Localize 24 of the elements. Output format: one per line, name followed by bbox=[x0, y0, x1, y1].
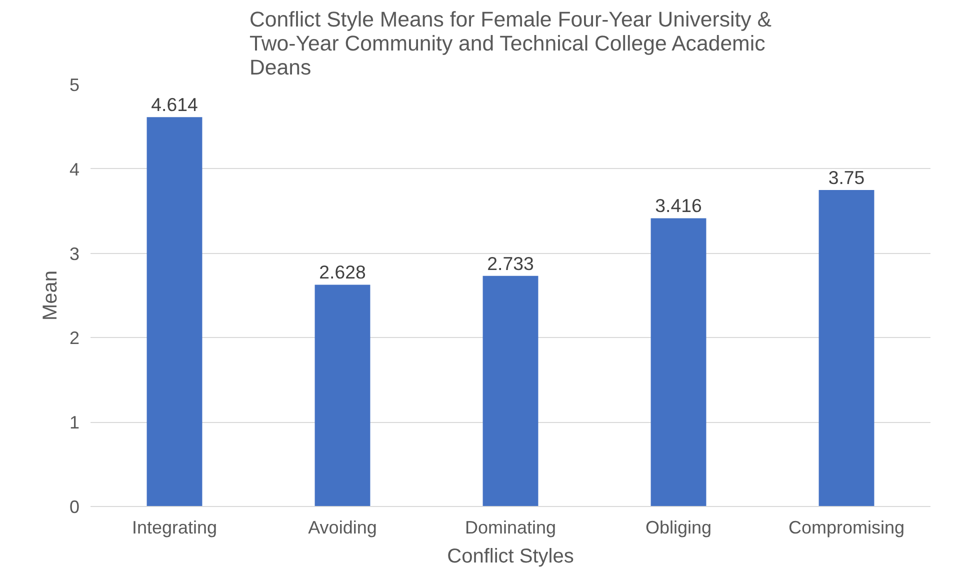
bar bbox=[314, 284, 370, 506]
chart-title: Conflict Style Means for Female Four-Year University & Two-Year Community and Technical College Academic Deans bbox=[250, 8, 772, 80]
data-label: 3.75 bbox=[828, 167, 865, 188]
data-label: 3.416 bbox=[655, 195, 702, 216]
data-label: 2.733 bbox=[487, 252, 534, 274]
x-tick-label: Obliging bbox=[645, 518, 712, 538]
y-tick-label: 4 bbox=[69, 159, 80, 180]
y-tick-label: 0 bbox=[69, 497, 80, 517]
x-tick-label: Compromising bbox=[788, 518, 905, 538]
bar bbox=[482, 276, 538, 506]
bar bbox=[146, 117, 202, 506]
y-tick-label: 2 bbox=[69, 328, 80, 348]
bar bbox=[650, 218, 706, 506]
x-tick-label: Integrating bbox=[132, 518, 218, 538]
bar bbox=[818, 190, 874, 506]
data-label: 2.628 bbox=[319, 262, 366, 283]
y-tick-label: 3 bbox=[69, 244, 80, 264]
y-tick-label: 5 bbox=[69, 75, 80, 95]
y-tick-label: 1 bbox=[69, 412, 80, 433]
x-tick-label: Avoiding bbox=[308, 518, 377, 538]
x-tick-label: Dominating bbox=[464, 518, 556, 538]
data-label: 4.614 bbox=[151, 94, 198, 116]
y-axis-title: Mean bbox=[39, 270, 62, 321]
x-axis-title: Conflict Styles bbox=[447, 546, 574, 568]
